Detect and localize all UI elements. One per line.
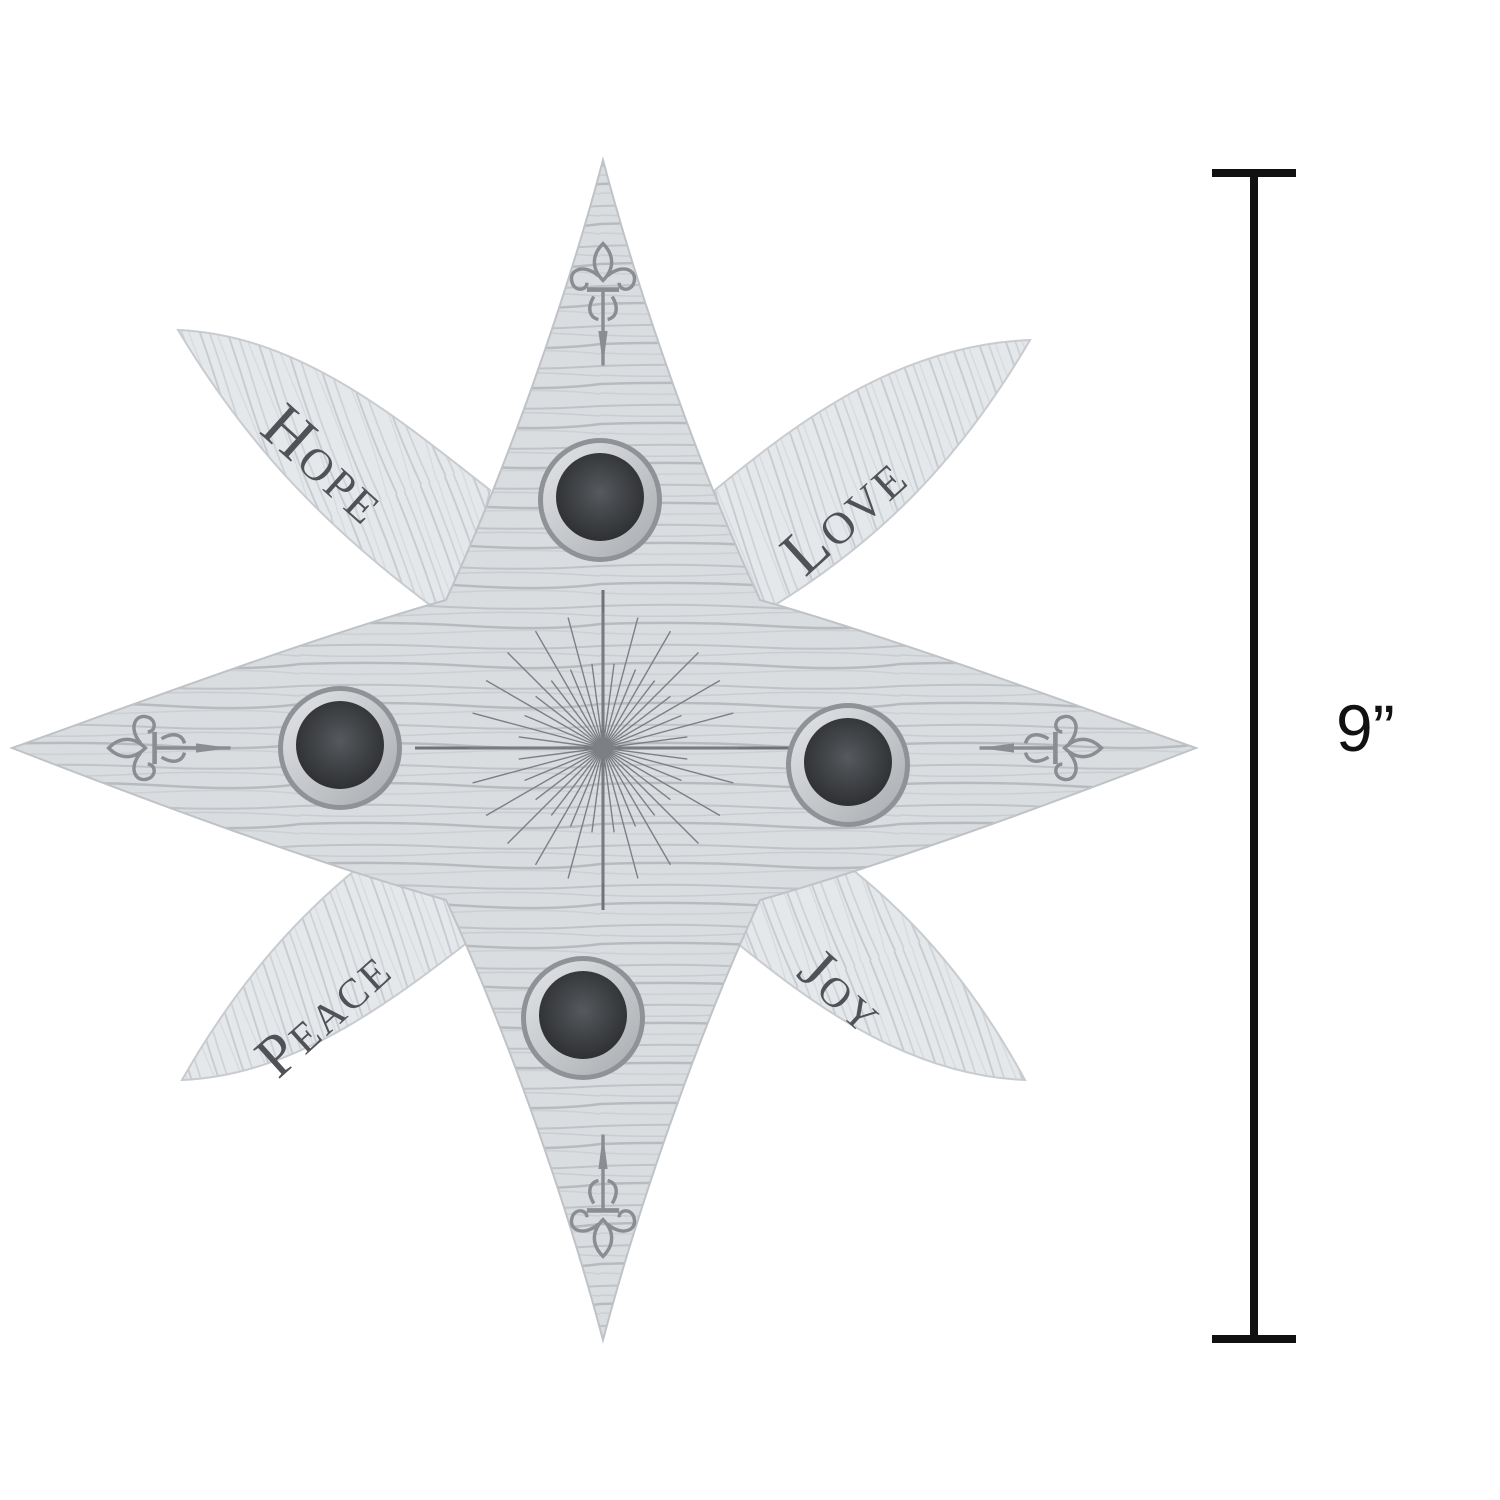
starburst-ray (602, 663, 615, 749)
candle-cup-top (538, 438, 662, 562)
starburst-ray (567, 617, 604, 749)
starburst-ray (485, 747, 604, 817)
starburst-ray (485, 679, 604, 749)
starburst-ray (602, 680, 656, 749)
starburst-ray (602, 617, 639, 749)
starburst-ray (602, 747, 699, 844)
starburst-ray (534, 630, 604, 749)
height-dimension-label: 9” (1336, 691, 1395, 765)
starburst-ray (524, 714, 604, 749)
starburst-ray (535, 695, 604, 749)
starburst-ray (602, 747, 637, 827)
starburst-icon (468, 613, 738, 883)
starburst-ray (569, 669, 604, 749)
starburst-ray (567, 747, 604, 879)
dimension-bracket (1212, 169, 1296, 1343)
starburst-ray (602, 652, 699, 749)
starburst-ray (507, 652, 604, 749)
starburst-ray (602, 630, 672, 749)
starburst-ray (534, 747, 604, 866)
starburst-ray (507, 747, 604, 844)
starburst-ray (550, 680, 604, 749)
candle-cup-bottom (521, 956, 645, 1080)
starburst-ray (602, 747, 688, 760)
star-holder: Hope Love Peace Joy (9, 156, 1199, 1344)
starburst-ray (591, 663, 604, 749)
starburst-ray (550, 747, 604, 816)
starburst-ray (602, 747, 682, 782)
starburst-center (593, 738, 613, 758)
starburst-ray (472, 712, 604, 749)
starburst-ray (472, 747, 604, 784)
candle-cup-right (786, 703, 910, 827)
starburst-ray (602, 747, 721, 817)
starburst-ray (602, 747, 671, 801)
starburst-ray (602, 747, 656, 816)
starburst-ray (518, 736, 604, 749)
starburst-ray (602, 747, 672, 866)
starburst-ray (602, 669, 637, 749)
starburst-ray (524, 747, 604, 782)
starburst-ray (602, 679, 721, 749)
starburst-ray (535, 747, 604, 801)
starburst-ray (602, 747, 615, 833)
starburst-ray (602, 747, 734, 784)
candle-cup-left (278, 686, 402, 810)
starburst-ray (569, 747, 604, 827)
starburst-ray (602, 714, 682, 749)
starburst-ray (591, 747, 604, 833)
starburst-ray (518, 747, 604, 760)
starburst-ray (602, 695, 671, 749)
starburst-ray (602, 747, 639, 879)
starburst-ray (602, 736, 688, 749)
starburst-ray (602, 712, 734, 749)
